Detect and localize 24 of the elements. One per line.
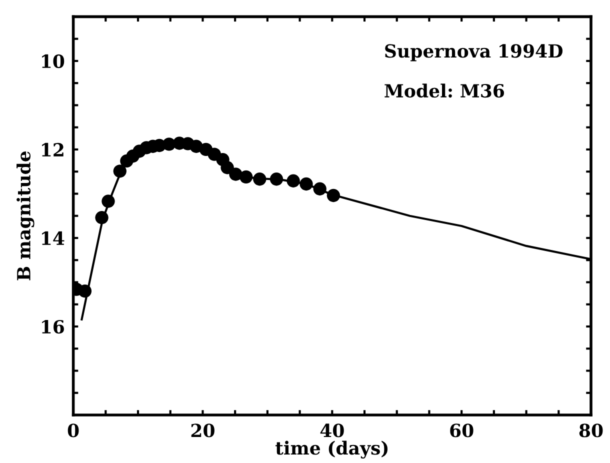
x-tick-label: 40 [320,424,344,438]
point [239,170,253,184]
annotation: Model: M36 [384,84,504,98]
y-tick-label: 14 [42,231,64,245]
y-tick-label: 16 [42,320,64,334]
annotation: Supernova 1994D [385,44,563,62]
x-axis-title: time (days) [276,440,388,459]
point [270,172,284,186]
x-tick-label: 80 [579,424,603,438]
point [313,182,326,196]
y-tick-label: 12 [42,142,64,156]
y-axis-title: B magnitude [16,151,34,280]
x-tick-label: 60 [450,424,474,438]
point [78,284,92,298]
point [326,188,340,202]
point [102,194,115,208]
point [300,177,313,191]
y-tick-label: 10 [42,54,64,68]
point [113,164,126,178]
x-tick-label: 20 [191,424,214,438]
point [253,172,266,186]
x-tick-label: 0 [68,424,79,438]
point [286,174,300,188]
point [95,211,108,224]
